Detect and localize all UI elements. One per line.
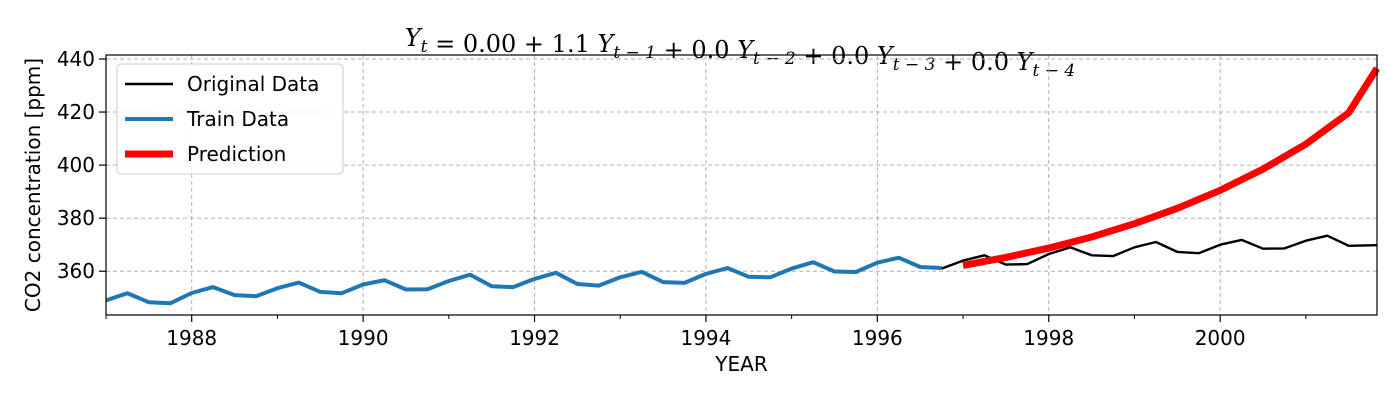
x-tick-label: 1988 [166,326,217,350]
series-line-train-data [105,255,942,306]
series-layer [105,66,1380,306]
y-axis-label: CO2 concentration [ppm] [21,58,45,312]
x-tick-label: 1994 [680,326,731,350]
y-tick-label: 380 [57,206,95,230]
x-tick-label: 1992 [509,326,560,350]
legend-label: Original Data [187,72,319,96]
y-tick-label: 360 [57,259,95,283]
legend-box [116,63,344,175]
y-tick-label: 400 [57,153,95,177]
series-line-prediction [962,66,1380,269]
y-tick-label: 420 [57,100,95,124]
legend-label: Train Data [186,107,289,131]
x-axis: 1988 1990 1992 1994 1996 1998 2000 [105,315,1307,350]
y-axis: 360 380 400 420 440 [57,47,106,283]
chart-title: Yt = 0.00 + 1.1 Yt − 1 + 0.0 Yt − 2 + 0.… [405,24,1075,81]
plot-frame [105,54,1378,316]
x-tick-label: 2000 [1195,326,1246,350]
y-tick-label: 440 [57,47,95,71]
legend-label: Prediction [187,142,286,166]
x-tick-label: 1990 [338,326,389,350]
x-axis-label: YEAR [714,352,768,376]
series-line-original-data [941,234,1378,270]
x-tick-label: 1996 [852,326,903,350]
x-tick-label: 1998 [1023,326,1074,350]
legend: Original Data Train Data Prediction [116,63,344,175]
